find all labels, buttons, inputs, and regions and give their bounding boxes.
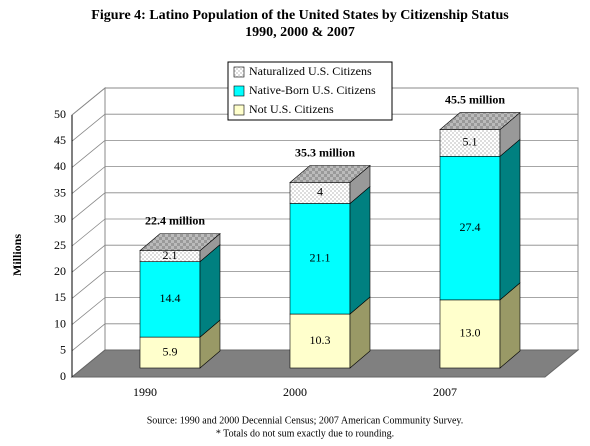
total-label: 22.4 million bbox=[145, 213, 205, 227]
y-tick-label: 25 bbox=[54, 238, 66, 252]
source-note: Source: 1990 and 2000 Decennial Census; … bbox=[147, 415, 464, 426]
chart-title: Figure 4: Latino Population of the Unite… bbox=[91, 8, 509, 23]
legend-label: Naturalized U.S. Citizens bbox=[249, 64, 372, 78]
total-label: 45.5 million bbox=[445, 92, 505, 106]
x-tick-label: 2007 bbox=[433, 385, 457, 399]
y-tick-label: 40 bbox=[54, 159, 66, 173]
legend-label: Native-Born U.S. Citizens bbox=[249, 83, 376, 97]
value-label: 14.4 bbox=[160, 291, 181, 305]
y-tick-label: 30 bbox=[54, 212, 66, 226]
x-tick-label: 1990 bbox=[133, 385, 157, 399]
total-label: 35.3 million bbox=[295, 145, 355, 159]
grid-line bbox=[71, 113, 578, 142]
bar-segment bbox=[139, 336, 201, 369]
grid-line bbox=[71, 270, 578, 299]
y-tick-label: 10 bbox=[54, 316, 66, 330]
value-label: 21.1 bbox=[310, 250, 331, 264]
bar-segment bbox=[139, 261, 201, 338]
y-tick-label: 50 bbox=[54, 107, 66, 121]
y-tick-label: 0 bbox=[60, 369, 66, 383]
bar-segment bbox=[439, 299, 501, 369]
value-label: 4 bbox=[317, 185, 323, 199]
bar-segment bbox=[439, 156, 501, 301]
y-tick-label: 35 bbox=[54, 185, 66, 199]
legend-swatch bbox=[233, 104, 245, 116]
legend-swatch bbox=[233, 66, 245, 78]
grid-line bbox=[71, 218, 578, 247]
y-tick-label: 5 bbox=[60, 343, 66, 357]
value-label: 10.3 bbox=[310, 333, 331, 347]
value-label: 5.9 bbox=[163, 344, 178, 358]
bar-top bbox=[439, 112, 521, 130]
grid-line bbox=[71, 139, 578, 168]
bar-top bbox=[139, 233, 221, 251]
value-label: 27.4 bbox=[460, 220, 481, 234]
bar-segment bbox=[289, 203, 351, 315]
value-label: 5.1 bbox=[463, 135, 478, 149]
bar-top bbox=[289, 165, 371, 183]
bar-side bbox=[349, 185, 371, 315]
y-axis-label: Millions bbox=[10, 234, 24, 276]
legend-box bbox=[227, 61, 393, 121]
grid-line bbox=[71, 166, 578, 194]
grid-line bbox=[71, 192, 578, 221]
grid-line bbox=[71, 87, 578, 116]
bar-side bbox=[499, 138, 521, 301]
y-tick-label: 20 bbox=[54, 264, 66, 278]
value-label: 2.1 bbox=[163, 248, 178, 262]
legend-swatch bbox=[233, 85, 245, 97]
grid-line bbox=[71, 323, 578, 352]
chart-subtitle: 1990, 2000 & 2007 bbox=[245, 25, 355, 40]
y-tick-label: 15 bbox=[54, 290, 66, 304]
grid-line bbox=[71, 244, 578, 273]
value-label: 13.0 bbox=[460, 326, 481, 340]
x-tick-label: 2000 bbox=[283, 385, 307, 399]
legend-label: Not U.S. Citizens bbox=[249, 102, 334, 116]
y-tick-label: 45 bbox=[54, 133, 66, 147]
grid-line bbox=[71, 297, 578, 325]
footnote: * Totals do not sum exactly due to round… bbox=[216, 428, 394, 439]
